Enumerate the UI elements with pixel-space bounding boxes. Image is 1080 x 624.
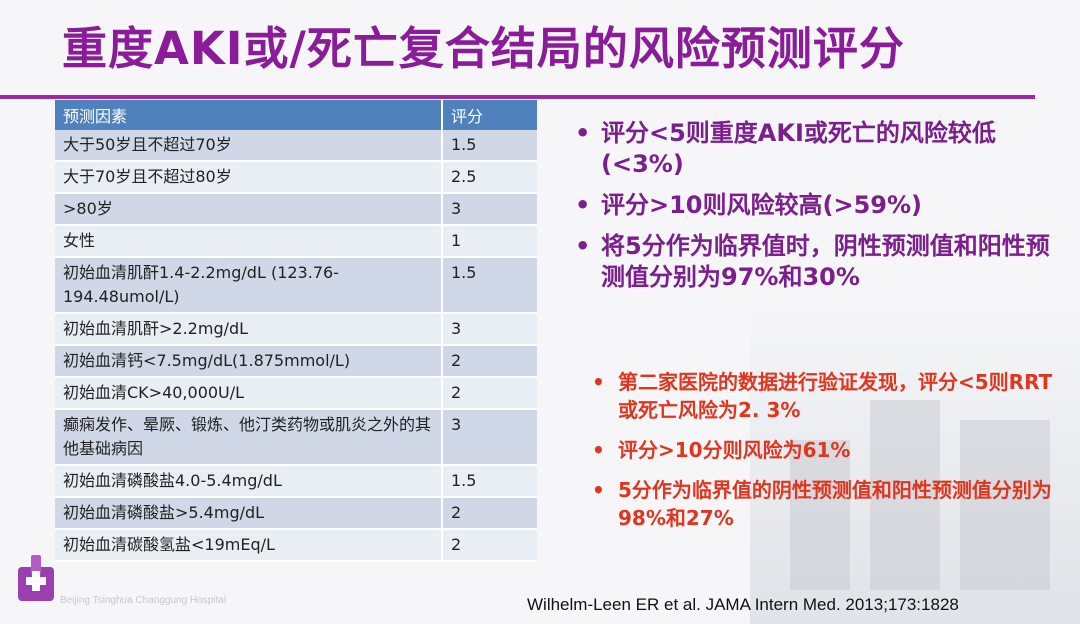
purple-bullet-list: • 评分<5则重度AKI或死亡的风险较低(<3%) • 评分>10则风险较高(>59… [575, 118, 1065, 303]
list-item: • 评分>10则风险较高(>59%) [575, 190, 1065, 221]
bullet-text: 评分>10则风险较高(>59%) [601, 191, 922, 219]
factor-cell: 大于50岁且不超过70岁 [55, 130, 442, 162]
bullet-icon: • [592, 370, 605, 394]
factor-cell: 初始血清肌酐1.4-2.2mg/dL (123.76-194.48umol/L) [55, 257, 442, 314]
score-cell: 3 [441, 313, 537, 346]
table-row: 癫痫发作、晕厥、锻炼、他汀类药物或肌炎之外的其他基础病因 3 [55, 409, 537, 466]
bullet-text: 5分作为临界值的阴性预测值和阳性预测值分别为98%和27% [618, 478, 1052, 530]
bullet-text: 将5分作为临界值时，阴性预测值和阳性预测值分别为97%和30% [601, 232, 1050, 291]
bullet-icon: • [575, 232, 591, 260]
list-item: • 评分<5则重度AKI或死亡的风险较低(<3%) [575, 118, 1065, 180]
title-divider [0, 95, 1035, 99]
score-cell: 2 [441, 497, 537, 530]
table-row: 初始血清CK>40,000U/L 2 [55, 377, 537, 410]
score-cell: 1.5 [441, 257, 537, 314]
bullet-text: 第二家医院的数据进行验证发现，评分<5则RRT或死亡风险为2. 3% [618, 370, 1053, 422]
bullet-icon: • [592, 478, 605, 502]
factor-cell: 癫痫发作、晕厥、锻炼、他汀类药物或肌炎之外的其他基础病因 [55, 409, 442, 466]
table-row: 初始血清钙<7.5mg/dL(1.875mmol/L) 2 [55, 345, 537, 378]
hospital-name: Beijing Tsinghua Changgung Hospital [60, 595, 227, 606]
list-item: • 评分>10分则风险为61% [592, 436, 1072, 464]
score-cell: 3 [441, 193, 537, 226]
score-cell: 3 [441, 409, 537, 466]
bullet-text: 评分>10分则风险为61% [618, 438, 851, 462]
table-row: 大于70岁且不超过80岁 2.5 [55, 161, 537, 194]
slide-title: 重度AKI或/死亡复合结局的风险预测评分 [62, 22, 905, 75]
hospital-cross-logo-icon [18, 555, 54, 601]
table-header-row: 预测因素 评分 [55, 100, 537, 130]
table-row: 初始血清磷酸盐4.0-5.4mg/dL 1.5 [55, 465, 537, 498]
factor-cell: 初始血清碳酸氢盐<19mEq/L [55, 529, 442, 562]
table-row: 初始血清碳酸氢盐<19mEq/L 2 [55, 529, 537, 562]
score-cell: 2.5 [441, 161, 537, 194]
bullet-icon: • [575, 119, 591, 147]
factor-cell: 初始血清肌酐>2.2mg/dL [55, 313, 442, 346]
bullet-icon: • [575, 191, 591, 219]
risk-score-table: 预测因素 评分 大于50岁且不超过70岁 1.5 大于70岁且不超过80岁 2.5 … [55, 100, 537, 562]
score-cell: 2 [441, 529, 537, 562]
factor-cell: 女性 [55, 225, 442, 258]
score-cell: 1.5 [441, 465, 537, 498]
score-cell: 1 [441, 225, 537, 258]
score-cell: 1.5 [441, 130, 537, 162]
list-item: • 5分作为临界值的阴性预测值和阳性预测值分别为98%和27% [592, 476, 1072, 532]
list-item: • 第二家医院的数据进行验证发现，评分<5则RRT或死亡风险为2. 3% [592, 368, 1072, 424]
citation: Wilhelm-Leen ER et al. JAMA Intern Med. … [527, 595, 959, 614]
factor-cell: 初始血清磷酸盐4.0-5.4mg/dL [55, 465, 442, 498]
bullet-text: 评分<5则重度AKI或死亡的风险较低(<3%) [601, 119, 996, 178]
bullet-icon: • [592, 438, 605, 462]
factor-cell: 初始血清钙<7.5mg/dL(1.875mmol/L) [55, 345, 442, 378]
table-row: 大于50岁且不超过70岁 1.5 [55, 130, 537, 162]
table-row: 初始血清磷酸盐>5.4mg/dL 2 [55, 497, 537, 530]
list-item: • 将5分作为临界值时，阴性预测值和阳性预测值分别为97%和30% [575, 231, 1065, 293]
factor-cell: 初始血清CK>40,000U/L [55, 377, 442, 410]
table-row: 初始血清肌酐1.4-2.2mg/dL (123.76-194.48umol/L)… [55, 257, 537, 314]
red-bullet-list: • 第二家医院的数据进行验证发现，评分<5则RRT或死亡风险为2. 3% • 评分>… [592, 368, 1072, 544]
table-row: 初始血清肌酐>2.2mg/dL 3 [55, 313, 537, 346]
score-cell: 2 [441, 377, 537, 410]
table-row: >80岁 3 [55, 193, 537, 226]
background-building-image [750, 300, 1080, 624]
header-score: 评分 [441, 100, 537, 130]
table-row: 女性 1 [55, 225, 537, 258]
factor-cell: >80岁 [55, 193, 442, 226]
factor-cell: 初始血清磷酸盐>5.4mg/dL [55, 497, 442, 530]
score-cell: 2 [441, 345, 537, 378]
factor-cell: 大于70岁且不超过80岁 [55, 161, 442, 194]
header-factor: 预测因素 [55, 100, 442, 130]
